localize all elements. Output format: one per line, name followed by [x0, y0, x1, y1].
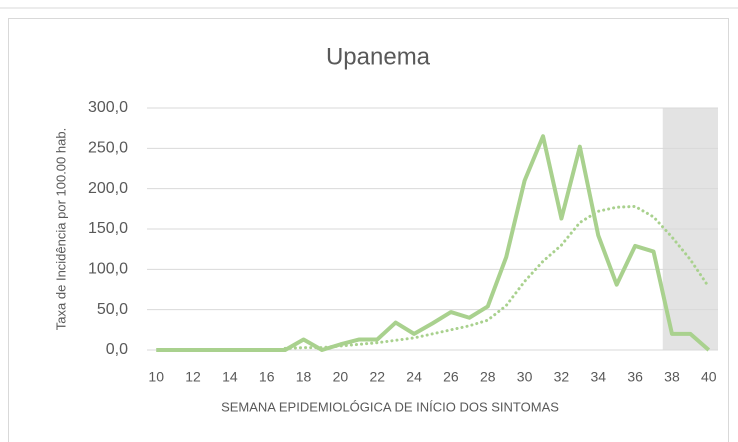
y-tick-label: 0,0 [106, 341, 128, 358]
chart-frame [8, 18, 729, 442]
x-axis-title: SEMANA EPIDEMIOLÓGICA DE INÍCIO DOS SINT… [221, 399, 559, 414]
x-tick-label: 12 [185, 369, 201, 385]
y-tick-label: 150,0 [88, 220, 128, 237]
y-tick-label: 200,0 [88, 180, 128, 197]
x-tick-label: 28 [480, 369, 496, 385]
x-tick-label: 40 [701, 369, 717, 385]
x-tick-label: 36 [627, 369, 643, 385]
x-tick-label: 18 [296, 369, 312, 385]
series-line [156, 134, 711, 352]
x-tick-label: 38 [664, 369, 680, 385]
x-tick-label: 22 [369, 369, 385, 385]
x-tick-label: 20 [333, 369, 349, 385]
y-tick-label: 50,0 [97, 301, 128, 318]
x-tick-label: 24 [406, 369, 422, 385]
x-tick-label: 14 [222, 369, 238, 385]
x-tick-label: 32 [554, 369, 570, 385]
x-tick-label: 34 [590, 369, 606, 385]
y-axis-title: Taxa de Incidência por 100.00 hab. [53, 128, 68, 330]
chart-title: Upanema [326, 43, 431, 70]
y-tick-label: 250,0 [88, 140, 128, 157]
y-tick-label: 300,0 [88, 99, 128, 116]
series-line [283, 204, 711, 350]
x-tick-label: 26 [443, 369, 459, 385]
x-tick-label: 16 [259, 369, 275, 385]
y-tick-label: 100,0 [88, 261, 128, 278]
x-tick-label: 10 [148, 369, 164, 385]
x-tick-label: 30 [517, 369, 533, 385]
